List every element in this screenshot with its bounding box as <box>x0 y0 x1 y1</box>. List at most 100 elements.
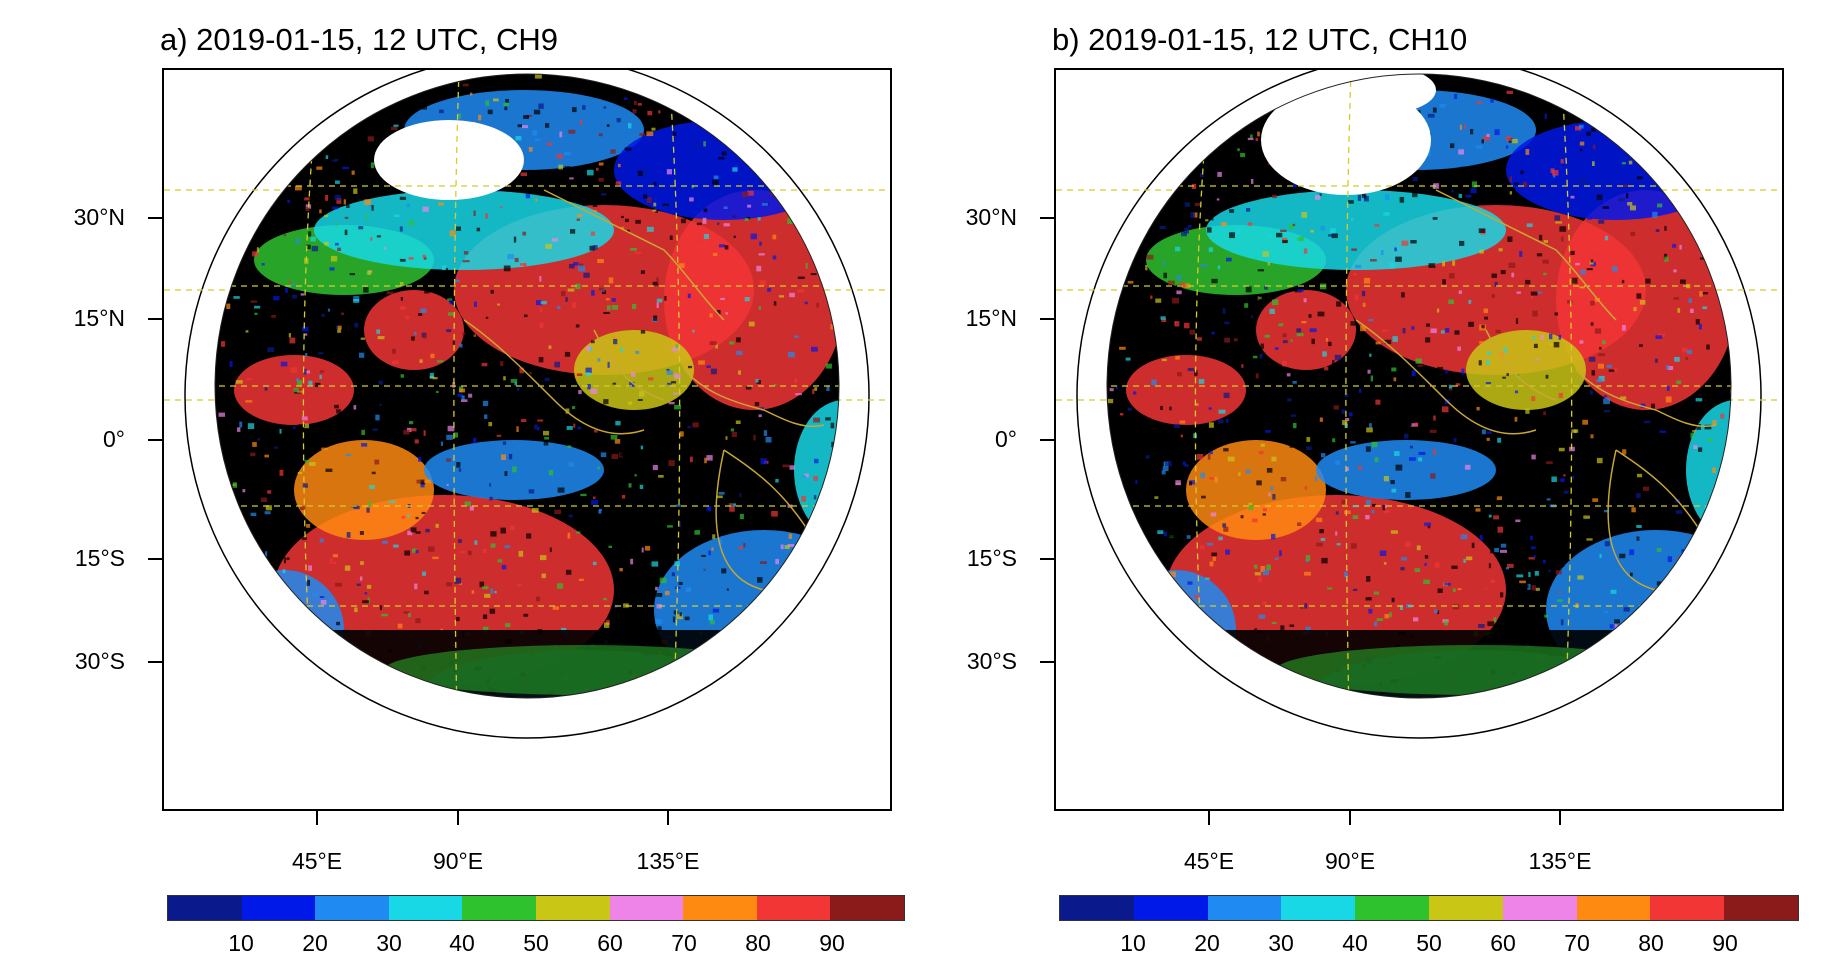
cloud-speckle <box>1194 370 1198 376</box>
lat-tick <box>148 439 162 441</box>
cloud-speckle <box>1237 148 1240 152</box>
cloud-speckle <box>1645 415 1649 420</box>
cloud-speckle <box>1368 318 1374 322</box>
cloud-speckle <box>334 404 339 409</box>
cloud-speckle <box>344 229 348 236</box>
cloud-speckle <box>548 345 552 349</box>
cloud-speckle <box>265 505 272 511</box>
cloud-speckle <box>1626 193 1629 199</box>
cloud-speckle <box>1394 451 1400 457</box>
cloud-speckle <box>1238 472 1241 476</box>
cloud-speckle <box>1330 228 1336 234</box>
cloud-speckle <box>1208 247 1213 253</box>
cloud-speckle <box>298 424 305 428</box>
cloud-speckle <box>1341 272 1344 276</box>
cloud-speckle <box>406 203 410 208</box>
cloud-speckle <box>767 287 772 292</box>
cloud-speckle <box>811 346 818 352</box>
cloud-speckle <box>1299 236 1304 241</box>
cloud-speckle <box>1457 588 1462 591</box>
cloud-speckle <box>1579 141 1585 146</box>
cloud-patch <box>364 290 464 370</box>
cloud-speckle <box>696 222 702 226</box>
cloud-speckle <box>1508 262 1516 268</box>
cloud-speckle <box>288 333 291 338</box>
colorbar-swatch <box>1281 896 1356 920</box>
cloud-speckle <box>400 297 403 301</box>
cloud-speckle <box>432 556 439 560</box>
cloud-speckle <box>1500 543 1507 548</box>
cloud-speckle <box>1577 575 1584 580</box>
cloud-speckle <box>552 606 559 610</box>
cloud-speckle <box>1579 340 1584 344</box>
cloud-speckle <box>1187 225 1192 228</box>
cloud-speckle <box>1311 338 1315 345</box>
cloud-speckle <box>634 474 637 477</box>
cloud-speckle <box>1477 501 1484 505</box>
cloud-speckle <box>332 554 338 558</box>
cloud-speckle <box>592 201 598 207</box>
colorbar-swatch <box>1724 896 1798 920</box>
cloud-speckle <box>232 482 237 488</box>
cloud-speckle <box>399 196 406 200</box>
cloud-speckle <box>1373 591 1380 595</box>
cloud-speckle <box>1558 447 1565 452</box>
cloud-speckle <box>1360 325 1366 332</box>
cloud-speckle <box>1184 227 1189 234</box>
cloud-speckle <box>1260 343 1264 349</box>
cloud-speckle <box>220 380 223 384</box>
cloud-speckle <box>537 427 540 431</box>
cloud-speckle <box>805 263 808 269</box>
cloud-speckle <box>611 298 616 302</box>
cloud-speckle <box>1210 512 1217 517</box>
cloud-speckle <box>1533 555 1536 558</box>
cloud-speckle <box>1280 625 1285 632</box>
cloud-speckle <box>1433 449 1437 455</box>
cloud-speckle <box>483 614 488 619</box>
cloud-speckle <box>1254 628 1258 631</box>
cloud-speckle <box>1190 339 1196 345</box>
cloud-speckle <box>758 414 762 418</box>
cloud-speckle <box>628 401 633 405</box>
cloud-speckle <box>1209 192 1215 196</box>
cloud-speckle <box>728 503 734 507</box>
cloud-speckle <box>1561 236 1564 242</box>
cloud-speckle <box>736 337 741 343</box>
cloud-speckle <box>306 523 311 528</box>
cloud-speckle <box>534 74 542 79</box>
cloud-speckle <box>404 550 411 556</box>
cloud-speckle <box>462 83 469 87</box>
cloud-speckle <box>797 276 805 279</box>
cloud-speckle <box>1373 621 1378 627</box>
cloud-speckle <box>545 243 552 249</box>
cloud-speckle <box>382 540 388 544</box>
cloud-speckle <box>1218 536 1223 541</box>
cloud-speckle <box>526 533 532 539</box>
cloud-speckle <box>379 403 382 407</box>
cloud-speckle <box>420 479 426 485</box>
cloud-speckle <box>1543 272 1547 276</box>
cloud-speckle <box>1300 605 1304 610</box>
cloud-speckle <box>490 531 497 537</box>
cloud-speckle <box>1580 269 1586 275</box>
cloud-speckle <box>254 312 258 315</box>
cloud-speckle <box>1478 360 1482 366</box>
cloud-speckle <box>458 113 461 119</box>
cloud-speckle <box>1558 392 1563 398</box>
satellite-map-frame <box>162 68 892 811</box>
cloud-speckle <box>424 288 430 294</box>
cloud-speckle <box>579 578 584 581</box>
cloud-speckle <box>487 109 493 115</box>
cloud-speckle <box>305 206 310 211</box>
cloud-speckle <box>650 568 656 571</box>
cloud-speckle <box>572 406 576 409</box>
cloud-speckle <box>1602 340 1606 345</box>
cloud-speckle <box>1506 90 1513 94</box>
colorbar-swatch <box>756 896 831 920</box>
cloud-speckle <box>1364 196 1369 202</box>
cloud-speckle <box>458 539 462 543</box>
cloud-speckle <box>1476 406 1480 411</box>
cloud-speckle <box>440 441 443 446</box>
cloud-speckle <box>1401 292 1405 298</box>
cloud-speckle <box>371 471 376 475</box>
